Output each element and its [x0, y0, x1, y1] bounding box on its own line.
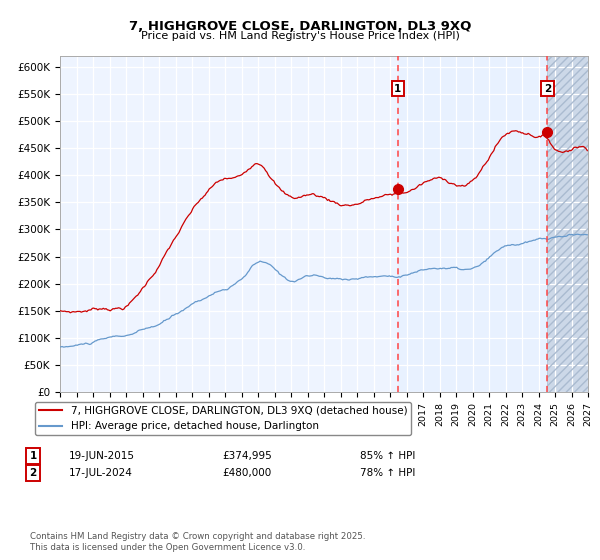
Text: 7, HIGHGROVE CLOSE, DARLINGTON, DL3 9XQ: 7, HIGHGROVE CLOSE, DARLINGTON, DL3 9XQ [129, 20, 471, 32]
Bar [398, 56, 547, 392]
Text: 85% ↑ HPI: 85% ↑ HPI [360, 451, 415, 461]
Legend: 7, HIGHGROVE CLOSE, DARLINGTON, DL3 9XQ (detached house), HPI: Average price, de: 7, HIGHGROVE CLOSE, DARLINGTON, DL3 9XQ … [35, 402, 412, 435]
Text: 2: 2 [29, 468, 37, 478]
Text: 19-JUN-2015: 19-JUN-2015 [69, 451, 135, 461]
Bar [547, 56, 588, 392]
Text: 2: 2 [544, 83, 551, 94]
Text: 78% ↑ HPI: 78% ↑ HPI [360, 468, 415, 478]
Text: £374,995: £374,995 [222, 451, 272, 461]
Text: Price paid vs. HM Land Registry's House Price Index (HPI): Price paid vs. HM Land Registry's House … [140, 31, 460, 41]
Text: 1: 1 [394, 83, 401, 94]
Text: £480,000: £480,000 [222, 468, 271, 478]
Text: Contains HM Land Registry data © Crown copyright and database right 2025.
This d: Contains HM Land Registry data © Crown c… [30, 532, 365, 552]
Text: 1: 1 [29, 451, 37, 461]
Bar [547, 56, 588, 392]
Text: 17-JUL-2024: 17-JUL-2024 [69, 468, 133, 478]
